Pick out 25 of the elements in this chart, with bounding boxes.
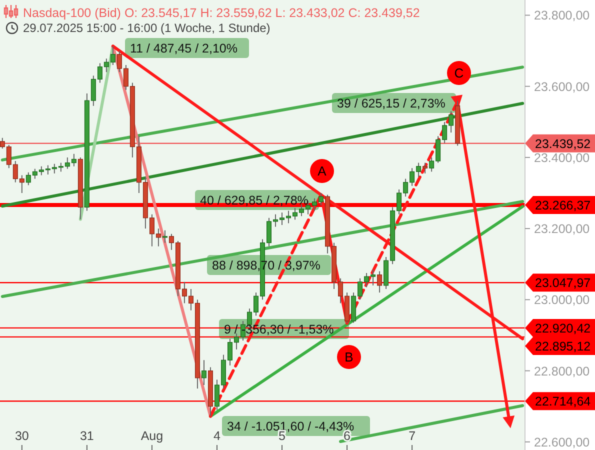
ref-line-label: 22.895,12 [535, 339, 591, 354]
chart-title: Nasdaq-100 (Bid) O: 23.545,17 H: 23.559,62 L: 23.433,02 C: 23.439,52 [23, 6, 420, 20]
y-tick-label: 22.800,00 [534, 364, 590, 378]
y-tick-label: 23.000,00 [534, 293, 590, 308]
annotation: C [454, 66, 464, 80]
x-tick-label: 30 [14, 429, 29, 443]
annotation: 39 / 625,15 / 2,73% [337, 96, 446, 110]
annotation: A [318, 164, 327, 178]
ref-line-label: 23.047,97 [535, 276, 591, 290]
ref-line-label: 23.266,37 [535, 198, 591, 212]
ref-line-label: 22.920,42 [535, 321, 591, 336]
annotation: 11 / 487,45 / 2,10% [130, 42, 238, 56]
annotation: B [344, 350, 354, 364]
x-tick-label: Aug [140, 429, 164, 443]
y-tick-label: 23.800,00 [534, 8, 590, 23]
text: 29.07.2025 15:00 - 16:00 (1 Woche, 1 Stunde) [23, 21, 270, 35]
ref-line-label: 23.439,52 [535, 136, 591, 151]
y-tick-label: 23.600,00 [534, 80, 590, 94]
ref-line-label: 22.714,64 [535, 394, 591, 409]
x-tick-label: 31 [80, 429, 94, 443]
y-tick-label: 23.400,00 [534, 150, 590, 165]
y-tick-label: 22.600,00 [534, 435, 590, 450]
x-tick-label: 4 [214, 429, 221, 443]
x-tick-label: 7 [408, 429, 416, 443]
y-tick-label: 23.200,00 [534, 222, 590, 236]
